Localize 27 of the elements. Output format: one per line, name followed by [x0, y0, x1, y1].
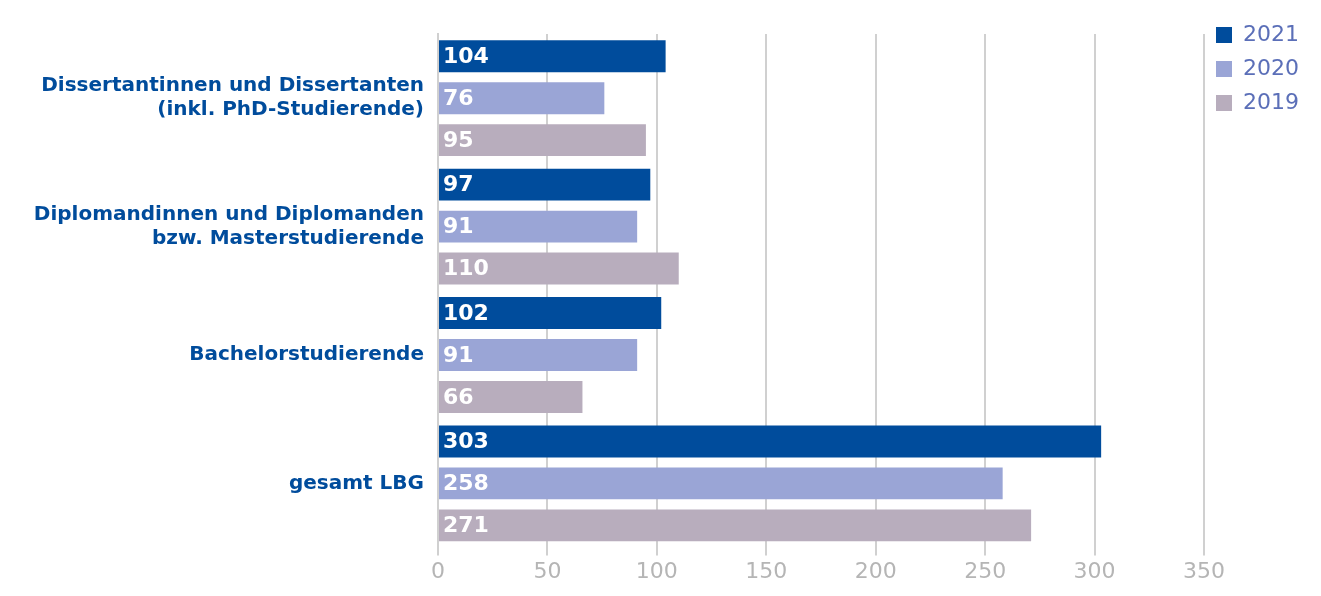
data-label: 66	[443, 383, 474, 409]
y-tick-label: gesamt LBG	[288, 469, 424, 494]
legend-label: 2020	[1243, 54, 1300, 80]
x-tick-label: 300	[1073, 557, 1116, 583]
data-label: 104	[443, 42, 489, 68]
x-tick-label: 100	[635, 557, 678, 583]
data-label: 91	[443, 341, 474, 367]
x-tick-label: 50	[533, 557, 562, 583]
y-tick-label: Bachelorstudierende	[189, 341, 424, 366]
data-label: 95	[443, 126, 474, 152]
data-label: 91	[443, 213, 474, 239]
data-label: 76	[443, 84, 474, 110]
legend-label: 2021	[1243, 20, 1300, 46]
x-tick-label: 150	[745, 557, 788, 583]
x-tick-label: 0	[431, 557, 445, 583]
data-label: 258	[443, 470, 489, 496]
x-tick-label: 350	[1183, 557, 1226, 583]
legend-label: 2019	[1243, 88, 1300, 114]
data-label: 102	[443, 299, 489, 325]
y-tick-label: Dissertantinnen und Dissertanten (inkl. PhD-Studierende)	[41, 72, 424, 121]
data-label: 303	[443, 428, 489, 454]
data-label: 97	[443, 171, 474, 197]
x-tick-label: 200	[854, 557, 897, 583]
data-label: 271	[443, 512, 489, 538]
x-tick-label: 250	[964, 557, 1007, 583]
y-tick-label: Diplomandinnen und Diplomanden bzw. Masterstudierende	[33, 200, 424, 249]
data-label: 110	[443, 255, 489, 281]
